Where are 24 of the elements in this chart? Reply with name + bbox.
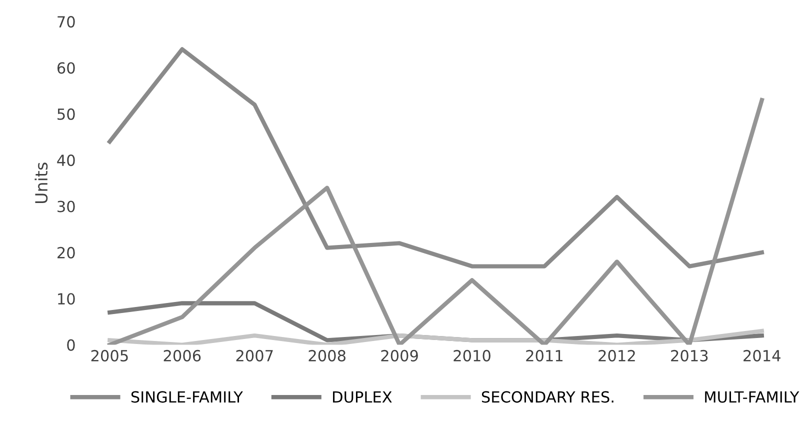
y-tick-label: 20 bbox=[58, 246, 75, 258]
x-tick-label: 2008 bbox=[308, 350, 346, 362]
x-tick-label: 2006 bbox=[164, 350, 201, 362]
y-tick-label: 40 bbox=[57, 154, 75, 166]
y-tick-label: 70 bbox=[58, 16, 75, 28]
y-tick-label: 60 bbox=[57, 62, 75, 74]
x-tick-label: 2012 bbox=[598, 350, 635, 362]
x-tick-label: 2014 bbox=[744, 350, 780, 362]
x-tick-label: 2013 bbox=[671, 350, 708, 362]
x-tick-label: 2010 bbox=[454, 350, 490, 362]
y-tick-label: 10 bbox=[58, 293, 75, 305]
x-tick-label: 2011 bbox=[526, 350, 563, 362]
y-axis-title: Units bbox=[34, 162, 48, 204]
legend-label: DUPLEX bbox=[333, 391, 392, 403]
x-tick-label: 2009 bbox=[381, 350, 418, 362]
legend-label: MULT-FAMILY bbox=[705, 391, 800, 403]
x-tick-label: 2005 bbox=[91, 350, 128, 362]
line-series bbox=[108, 328, 764, 345]
x-tick-label: 2007 bbox=[236, 350, 273, 362]
legend-label: SINGLE-FAMILY bbox=[131, 391, 243, 403]
y-tick-label: 50 bbox=[58, 108, 75, 120]
y-tick-label: 30 bbox=[58, 200, 75, 212]
legend-label: SECONDARY RES. bbox=[482, 391, 614, 403]
y-tick-label: 0 bbox=[67, 339, 75, 351]
